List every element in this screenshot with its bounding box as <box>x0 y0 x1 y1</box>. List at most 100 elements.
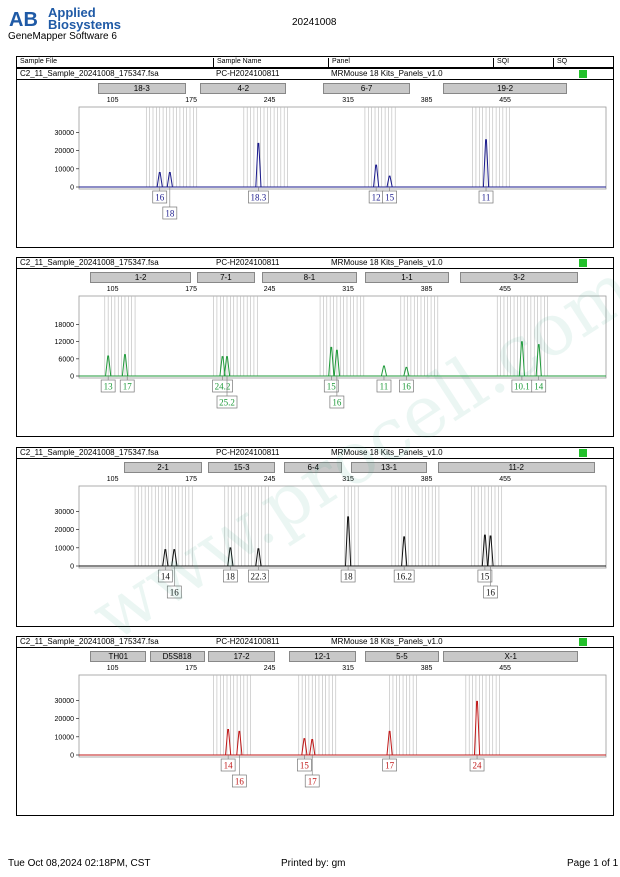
peak[interactable] <box>227 547 234 567</box>
marker-label[interactable]: 8-1 <box>261 272 358 283</box>
panel-green: C2_11_Sample_20241008_175347.fsa PC-H2024… <box>16 257 614 437</box>
x-tick-label: 245 <box>264 476 276 483</box>
allele-call-box[interactable] <box>216 395 238 409</box>
allele-call-box[interactable] <box>304 774 320 788</box>
panel-info-row: C2_11_Sample_20241008_175347.fsa PC-H2024… <box>17 448 613 459</box>
y-tick-label: 30000 <box>55 509 75 516</box>
allele-call-box[interactable] <box>297 758 312 772</box>
allele-call-box[interactable] <box>166 585 182 599</box>
allele-call-box[interactable] <box>157 569 173 583</box>
marker-label[interactable]: 4-2 <box>200 83 287 94</box>
peak[interactable] <box>225 729 232 756</box>
peak[interactable] <box>380 365 388 377</box>
marker-label[interactable]: X-1 <box>443 651 578 662</box>
marker-label[interactable]: 12-1 <box>288 651 356 662</box>
marker-label[interactable]: D5S818 <box>149 651 205 662</box>
allele-call-box[interactable] <box>220 758 236 772</box>
allele-call-box[interactable] <box>212 379 233 393</box>
x-tick-label: 455 <box>499 476 511 483</box>
marker-label[interactable]: 7-1 <box>196 272 256 283</box>
peak[interactable] <box>309 739 316 756</box>
plot-frame <box>78 485 607 569</box>
marker-label[interactable]: 1-1 <box>364 272 450 283</box>
peak[interactable] <box>518 341 526 377</box>
allele-call-label: 13 <box>104 382 114 392</box>
peak[interactable] <box>121 354 129 377</box>
allele-call-box[interactable] <box>477 569 493 583</box>
allele-call-label: 18 <box>344 572 354 582</box>
marker-label[interactable]: 2-1 <box>123 462 203 473</box>
marker-label[interactable]: 11-2 <box>437 462 595 473</box>
peak[interactable] <box>473 700 481 756</box>
peak[interactable] <box>487 535 494 567</box>
allele-call-box[interactable] <box>248 569 269 583</box>
allele-call-box[interactable] <box>382 190 397 204</box>
allele-call-box[interactable] <box>393 569 415 583</box>
allele-call-box[interactable] <box>231 774 247 788</box>
panel-red: C2_11_Sample_20241008_175347.fsa PC-H2024… <box>16 636 614 816</box>
electropherogram-plot: 105 175 245 315 385 455 0 10000 20000 30000 14 16 18… <box>55 476 607 599</box>
peak[interactable] <box>105 355 112 377</box>
x-tick-label: 105 <box>107 286 119 293</box>
allele-call-box[interactable] <box>329 395 345 409</box>
marker-label[interactable]: 6-7 <box>323 83 410 94</box>
allele-call-box[interactable] <box>478 190 494 204</box>
peak[interactable] <box>373 164 380 188</box>
peak[interactable] <box>171 549 178 567</box>
peak[interactable] <box>386 175 393 188</box>
peak[interactable] <box>301 738 308 756</box>
peak[interactable] <box>166 171 173 188</box>
peak[interactable] <box>401 536 408 567</box>
peak[interactable] <box>386 730 393 756</box>
allele-call-box[interactable] <box>119 379 135 393</box>
marker-label[interactable]: 18-3 <box>98 83 186 94</box>
peak[interactable] <box>481 534 489 567</box>
allele-call-box[interactable] <box>483 585 498 599</box>
y-tick-label: 20000 <box>55 148 75 155</box>
x-tick-label: 105 <box>107 476 119 483</box>
marker-label[interactable]: 3-2 <box>460 272 578 283</box>
allele-call-box[interactable] <box>340 569 356 583</box>
peak[interactable] <box>236 730 243 756</box>
peak[interactable] <box>333 349 340 377</box>
allele-call-box[interactable] <box>376 379 392 393</box>
peak[interactable] <box>345 516 352 567</box>
peak[interactable] <box>219 356 226 377</box>
peak[interactable] <box>328 346 335 377</box>
allele-call-box[interactable] <box>100 379 116 393</box>
marker-label[interactable]: 5-5 <box>364 651 439 662</box>
x-tick-label: 175 <box>185 97 197 104</box>
allele-call-label: 18 <box>165 209 175 219</box>
allele-call-box[interactable] <box>162 206 178 220</box>
marker-label[interactable]: 19-2 <box>443 83 567 94</box>
marker-label[interactable]: 6-4 <box>284 462 343 473</box>
peak[interactable] <box>482 139 490 188</box>
peak[interactable] <box>255 142 262 188</box>
peak[interactable] <box>255 548 262 567</box>
software-name: GeneMapper Software 6 <box>8 31 117 42</box>
allele-call-box[interactable] <box>248 190 269 204</box>
x-tick-label: 315 <box>342 286 354 293</box>
panel-name: MRMouse 18 Kits_Panels_v1.0 <box>331 69 443 78</box>
peak[interactable] <box>223 356 231 377</box>
allele-call-box[interactable] <box>382 758 397 772</box>
peak[interactable] <box>156 171 163 188</box>
allele-call-label: 12 <box>372 193 381 203</box>
allele-call-label: 18 <box>226 572 236 582</box>
marker-label[interactable]: 13-1 <box>351 462 427 473</box>
allele-call-box[interactable] <box>152 190 168 204</box>
marker-label[interactable]: 15-3 <box>207 462 276 473</box>
peak[interactable] <box>162 549 169 567</box>
column-header-sqi: SQI <box>493 58 553 67</box>
peak[interactable] <box>535 344 542 377</box>
allele-call-box[interactable] <box>399 379 414 393</box>
marker-label[interactable]: TH01 <box>90 651 147 662</box>
allele-call-box[interactable] <box>469 758 485 772</box>
marker-label[interactable]: 1-2 <box>90 272 192 283</box>
allele-call-box[interactable] <box>531 379 547 393</box>
allele-call-box[interactable] <box>323 379 339 393</box>
sample-file: C2_11_Sample_20241008_175347.fsa <box>20 637 159 646</box>
allele-call-box[interactable] <box>223 569 238 583</box>
peak[interactable] <box>403 366 410 377</box>
marker-label[interactable]: 17-2 <box>207 651 276 662</box>
